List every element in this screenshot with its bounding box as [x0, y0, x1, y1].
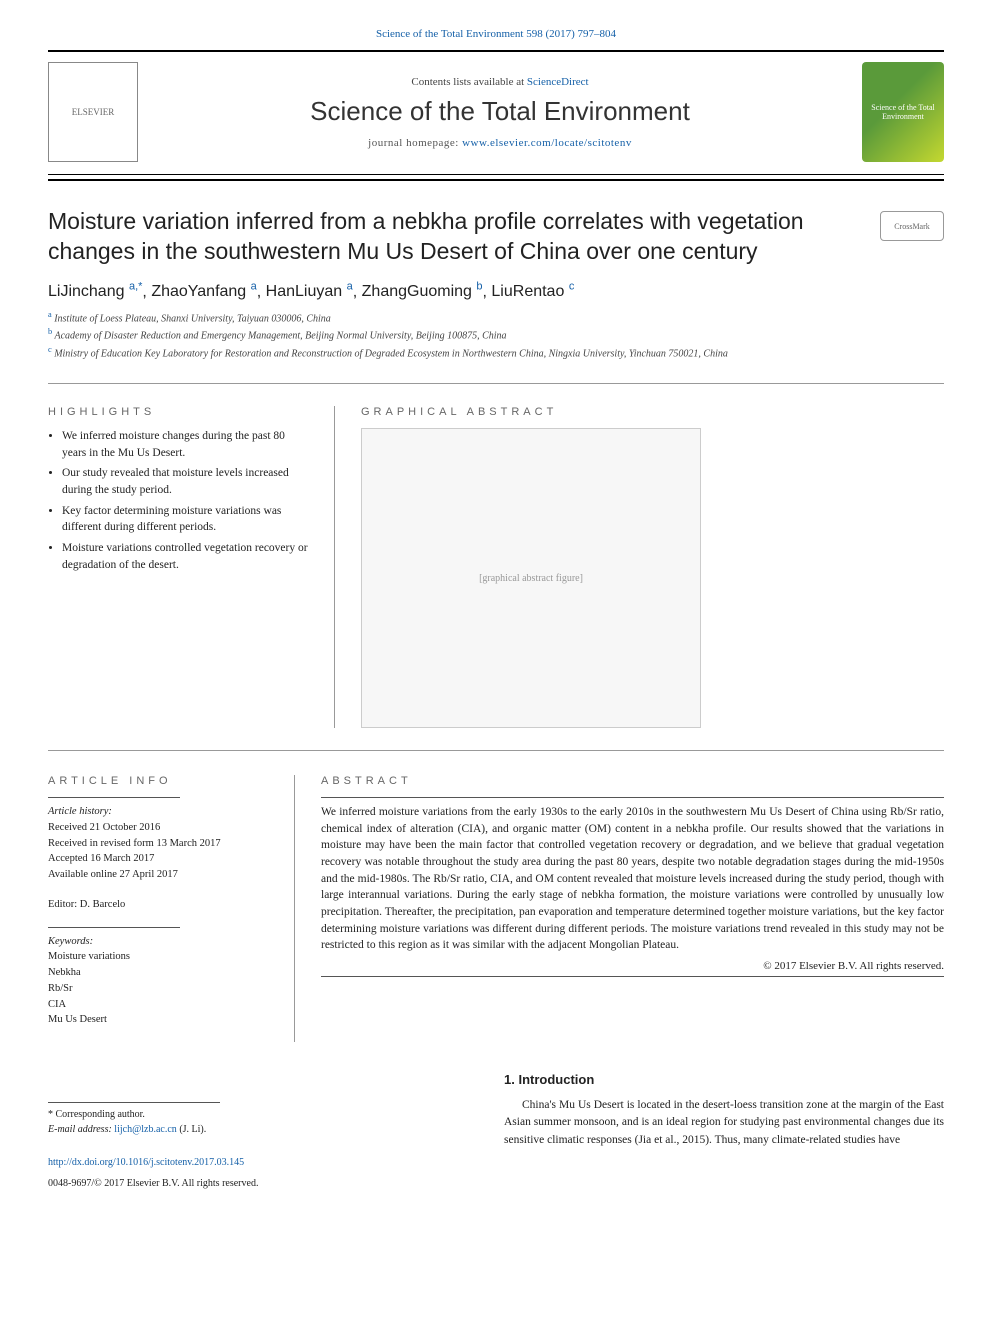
author-3: HanLiuyan a	[266, 283, 353, 300]
rule-thick-2	[48, 179, 944, 181]
corresponding-rule	[48, 1102, 220, 1103]
info-rule-1	[48, 797, 180, 798]
affiliations: a Institute of Loess Plateau, Shanxi Uni…	[48, 309, 944, 361]
info-abstract-row: ARTICLE INFO Article history: Received 2…	[48, 775, 944, 1042]
introduction-column: 1. Introduction China's Mu Us Desert is …	[504, 1042, 944, 1191]
email-label: E-mail address:	[48, 1124, 114, 1135]
affiliation-b: b Academy of Disaster Reduction and Emer…	[48, 326, 944, 343]
article-info-column: ARTICLE INFO Article history: Received 2…	[48, 775, 268, 1042]
corresponding-email[interactable]: lijch@lzb.ac.cn	[114, 1124, 177, 1135]
introduction-text: China's Mu Us Desert is located in the d…	[504, 1097, 944, 1149]
ga-heading: GRAPHICAL ABSTRACT	[361, 406, 944, 418]
history-received: Received 21 October 2016	[48, 820, 268, 836]
abstract-heading: ABSTRACT	[321, 775, 944, 787]
highlight-1: We inferred moisture changes during the …	[62, 428, 308, 461]
article-history: Article history: Received 21 October 201…	[48, 804, 268, 883]
abstract-text: We inferred moisture variations from the…	[321, 804, 944, 954]
author-2: ZhaoYanfang a	[151, 283, 256, 300]
contents-line: Contents lists available at ScienceDirec…	[138, 76, 862, 88]
corresponding-label: * Corresponding author.	[48, 1107, 478, 1122]
abstract-rule	[321, 797, 944, 798]
email-suffix: (J. Li).	[177, 1124, 206, 1135]
corresponding-block: * Corresponding author. E-mail address: …	[48, 1102, 478, 1191]
masthead-center: Contents lists available at ScienceDirec…	[138, 76, 862, 149]
highlights-list: We inferred moisture changes during the …	[48, 428, 308, 573]
sciencedirect-link[interactable]: ScienceDirect	[527, 76, 589, 88]
header-citation: Science of the Total Environment 598 (20…	[48, 28, 944, 40]
abstract-rule-2	[321, 976, 944, 977]
bottom-row: * Corresponding author. E-mail address: …	[48, 1042, 944, 1191]
homepage-link[interactable]: www.elsevier.com/locate/scitotenv	[462, 137, 632, 149]
editor-name: D. Barcelo	[80, 899, 125, 910]
keyword-5: Mu Us Desert	[48, 1012, 268, 1028]
highlights-column: HIGHLIGHTS We inferred moisture changes …	[48, 406, 308, 728]
masthead: ELSEVIER Contents lists available at Sci…	[48, 56, 944, 172]
highlight-4: Moisture variations controlled vegetatio…	[62, 540, 308, 573]
corresponding-email-line: E-mail address: lijch@lzb.ac.cn (J. Li).	[48, 1122, 478, 1137]
highlights-heading: HIGHLIGHTS	[48, 406, 308, 418]
crossmark-badge[interactable]: CrossMark	[880, 211, 944, 241]
editor-block: Editor: D. Barcelo	[48, 897, 268, 913]
history-accepted: Accepted 16 March 2017	[48, 851, 268, 867]
doi-link[interactable]: http://dx.doi.org/10.1016/j.scitotenv.20…	[48, 1157, 244, 1168]
graphical-abstract-image: [graphical abstract figure]	[361, 428, 701, 728]
affiliation-c: c Ministry of Education Key Laboratory f…	[48, 344, 944, 361]
info-heading: ARTICLE INFO	[48, 775, 268, 787]
highlights-ga-row: HIGHLIGHTS We inferred moisture changes …	[48, 406, 944, 728]
author-1: LiJinchang a,*	[48, 283, 142, 300]
keyword-2: Nebkha	[48, 965, 268, 981]
rule-thin	[48, 174, 944, 175]
info-rule-2	[48, 927, 180, 928]
journal-homepage: journal homepage: www.elsevier.com/locat…	[138, 137, 862, 149]
highlight-3: Key factor determining moisture variatio…	[62, 503, 308, 536]
history-label: Article history:	[48, 804, 268, 820]
editor-label: Editor:	[48, 899, 80, 910]
keywords-label: Keywords:	[48, 934, 268, 950]
journal-name: Science of the Total Environment	[138, 96, 862, 127]
issn-line: 0048-9697/© 2017 Elsevier B.V. All right…	[48, 1176, 478, 1191]
graphical-abstract-column: GRAPHICAL ABSTRACT [graphical abstract f…	[334, 406, 944, 728]
title-row: Moisture variation inferred from a nebkh…	[48, 207, 944, 267]
introduction-heading: 1. Introduction	[504, 1072, 944, 1087]
history-online: Available online 27 April 2017	[48, 867, 268, 883]
history-revised: Received in revised form 13 March 2017	[48, 836, 268, 852]
rule-sep-2	[48, 750, 944, 751]
rule-sep-1	[48, 383, 944, 384]
author-5: LiuRentao c	[491, 283, 574, 300]
publisher-logo: ELSEVIER	[48, 62, 138, 162]
author-4: ZhangGuoming b	[362, 283, 483, 300]
keywords-block: Keywords: Moisture variations Nebkha Rb/…	[48, 934, 268, 1029]
article-title: Moisture variation inferred from a nebkh…	[48, 207, 850, 267]
homepage-pre: journal homepage:	[368, 137, 462, 149]
keyword-4: CIA	[48, 997, 268, 1013]
copyright: © 2017 Elsevier B.V. All rights reserved…	[321, 960, 944, 972]
rule-top	[48, 50, 944, 52]
journal-cover: Science of the Total Environment	[862, 62, 944, 162]
doi-line: http://dx.doi.org/10.1016/j.scitotenv.20…	[48, 1155, 478, 1170]
highlight-2: Our study revealed that moisture levels …	[62, 465, 308, 498]
keyword-3: Rb/Sr	[48, 981, 268, 997]
abstract-column: ABSTRACT We inferred moisture variations…	[294, 775, 944, 1042]
contents-pre: Contents lists available at	[411, 76, 526, 88]
affiliation-a: a Institute of Loess Plateau, Shanxi Uni…	[48, 309, 944, 326]
authors: LiJinchang a,*, ZhaoYanfang a, HanLiuyan…	[48, 281, 944, 301]
keyword-1: Moisture variations	[48, 949, 268, 965]
